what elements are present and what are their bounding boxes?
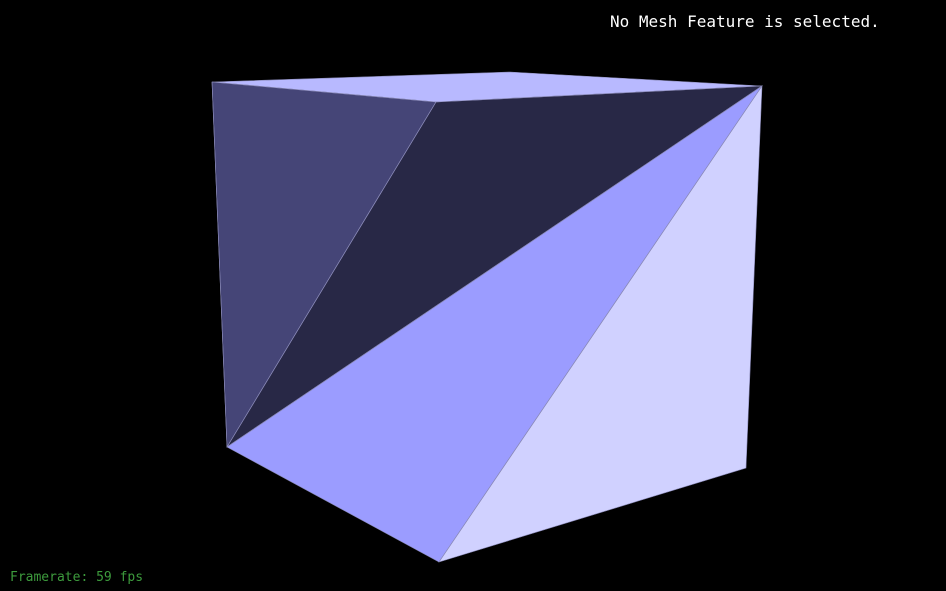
mesh-edge-left-vertical — [211, 81, 228, 448]
mesh-edge-diagonal-middle — [226, 85, 763, 448]
selection-status-text: No Mesh Feature is selected. — [610, 12, 880, 31]
mesh-edge-diagonal-left — [226, 101, 437, 448]
mesh-edge-diagonal-right — [438, 85, 763, 563]
framerate-readout: Framerate: 59 fps — [10, 570, 144, 585]
